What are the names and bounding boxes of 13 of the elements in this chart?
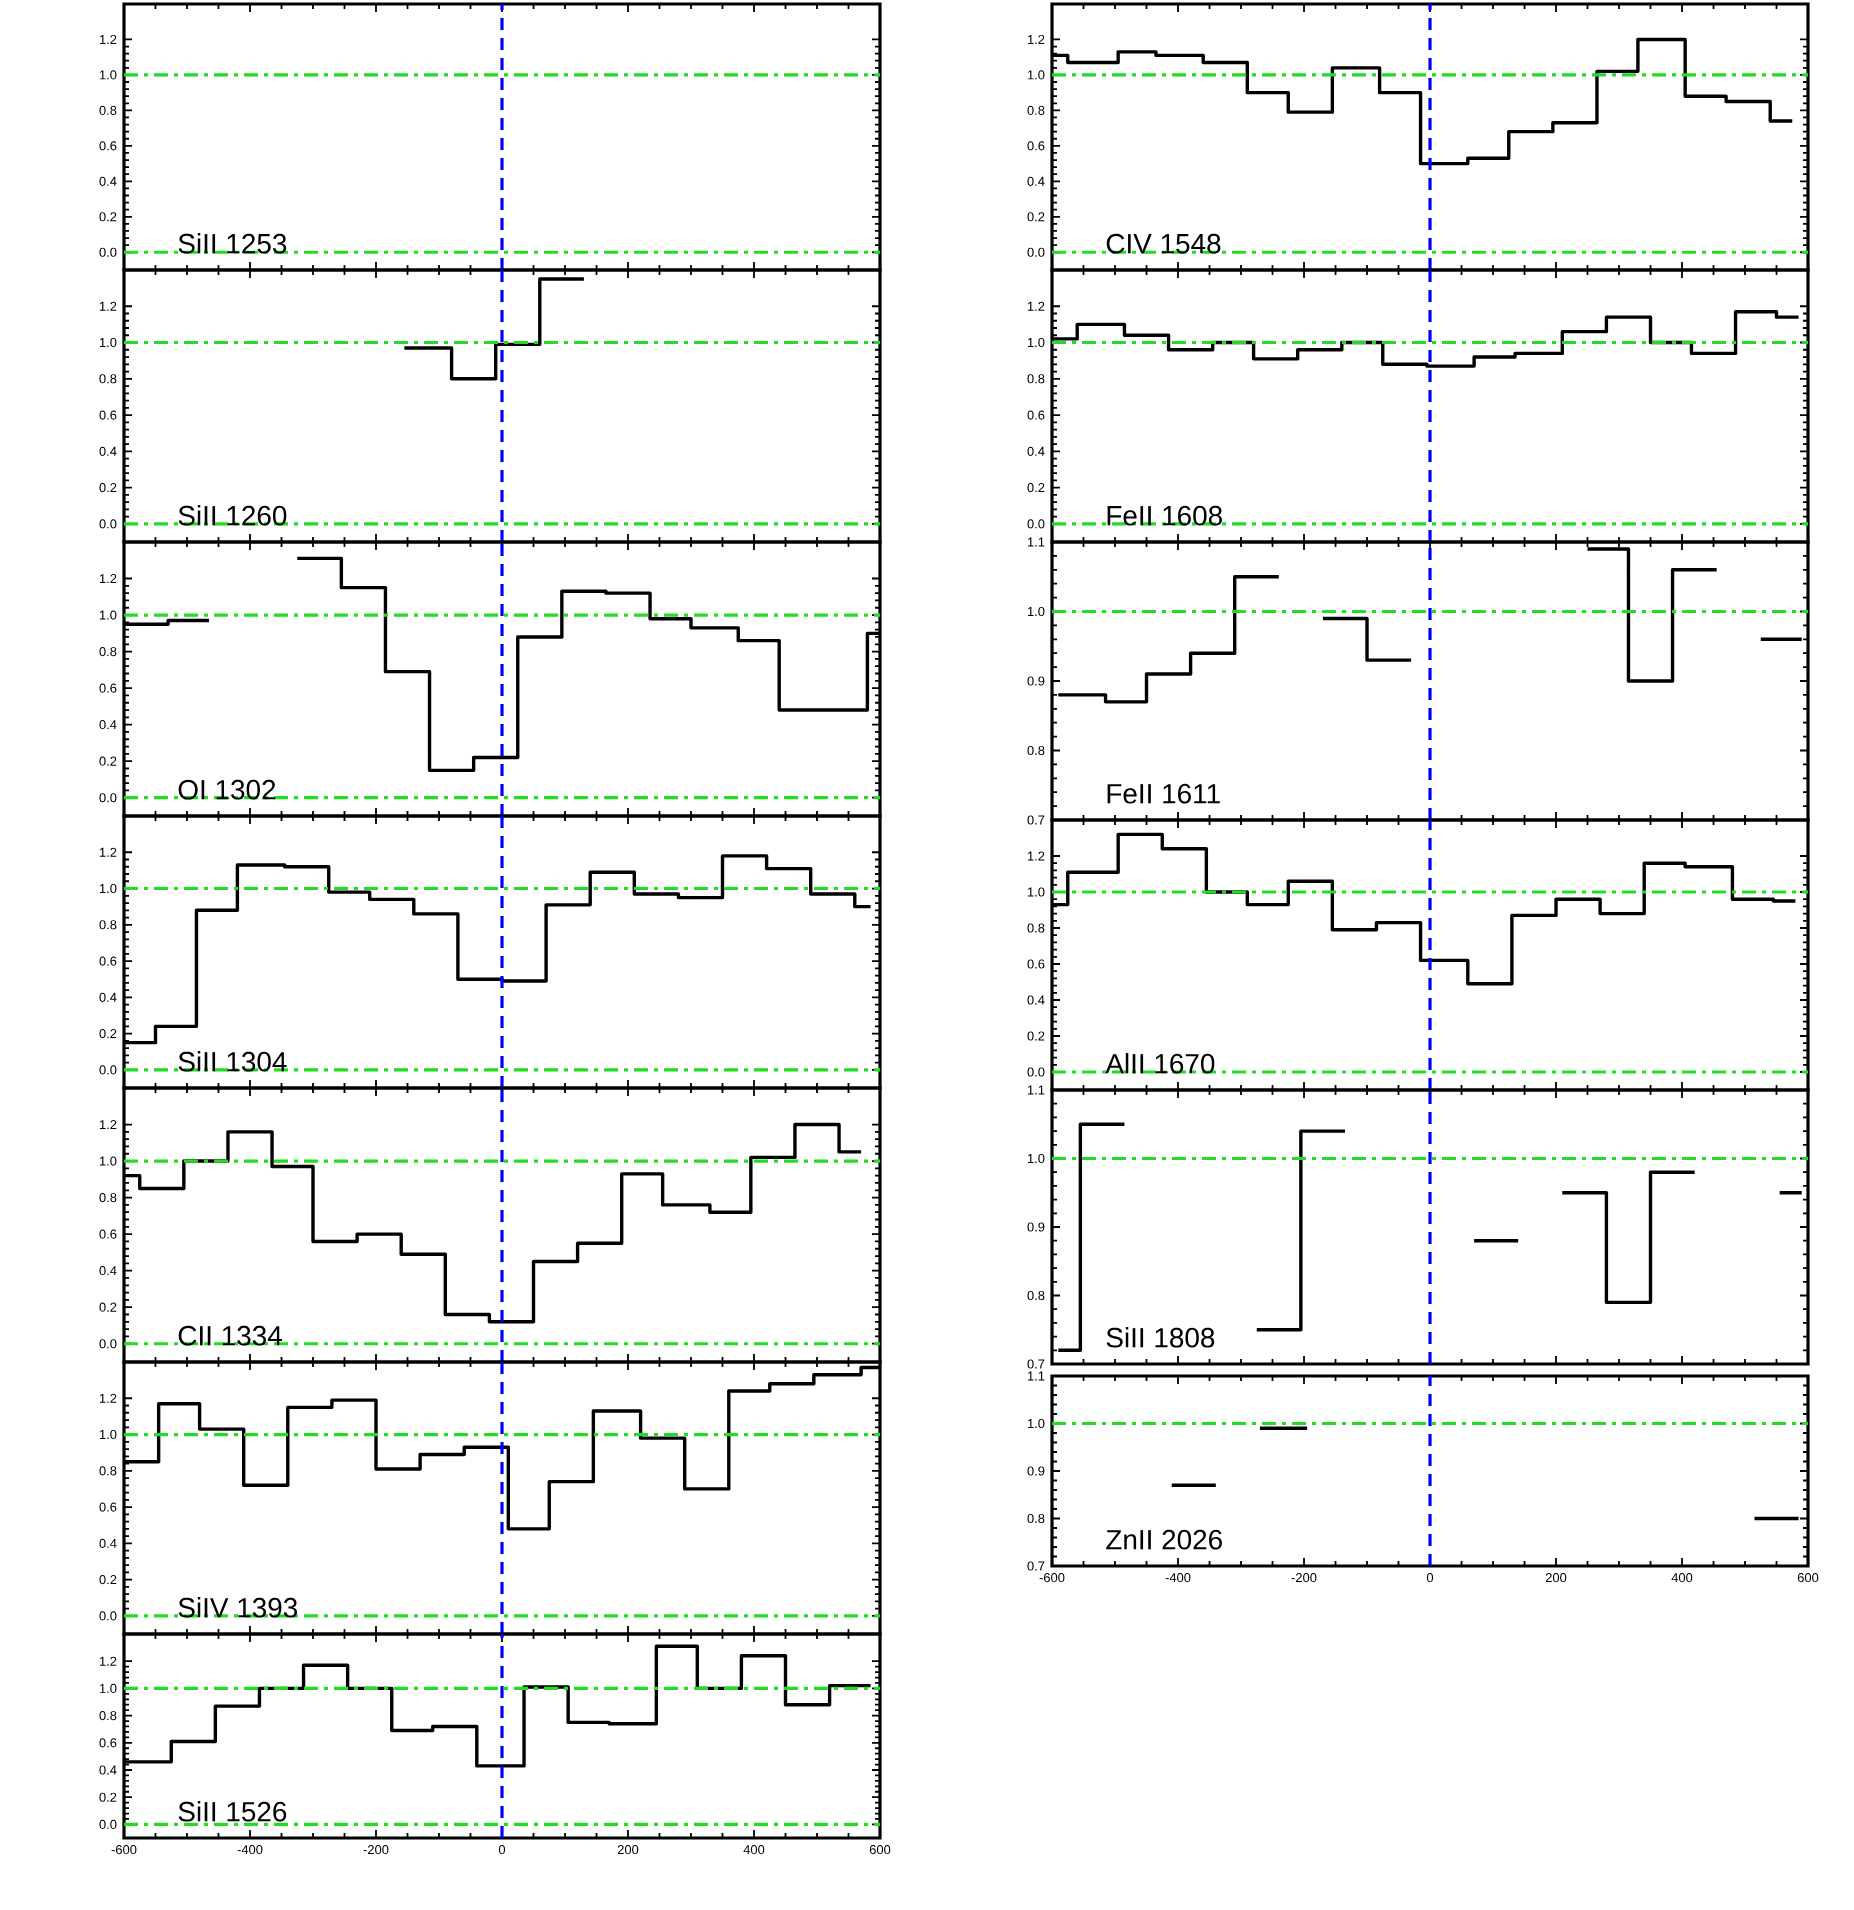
annotation: SiII 1260 [178,505,287,526]
annotation: AlII 1670 [1105,1053,1215,1074]
annotation: SiIV 1393 [178,1597,298,1618]
annotation: OI 1302 [178,779,276,800]
annotation: SiII 1304 [178,1051,287,1072]
annotation: ZnII 2026 [1106,1529,1222,1550]
annotation: CII 1334 [178,1325,282,1346]
annotation: FeII 1608 [1107,505,1222,526]
annotation: SiII 1526 [178,1801,287,1822]
annotation: SiII 1808 [1106,1327,1215,1348]
annotation: SiII 1253 [178,233,287,254]
annotation: FeII 1611 [1107,783,1220,804]
annotation: CIV 1548 [1106,233,1221,254]
